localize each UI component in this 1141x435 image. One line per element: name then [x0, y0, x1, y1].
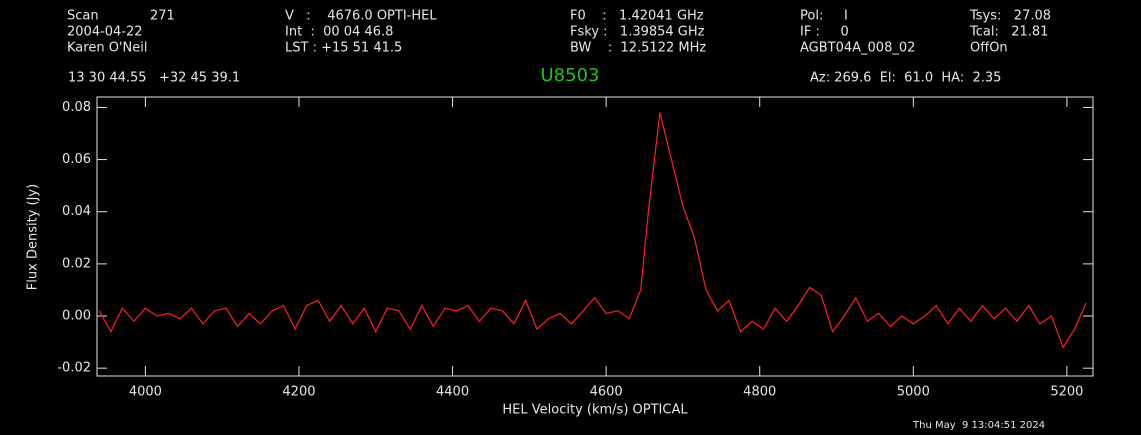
header-field: Fsky : 1.39854 GHz: [570, 25, 705, 40]
x-tick-label: 4400: [436, 385, 469, 400]
x-tick-label: 4800: [743, 385, 776, 400]
y-tick-label: 0.06: [62, 152, 91, 167]
x-tick-label: 4200: [282, 385, 315, 400]
header-field: Tcal: 21.81: [969, 25, 1048, 40]
header-field: V : 4676.0 OPTI-HEL: [285, 9, 437, 24]
header-field: F0 : 1.42041 GHz: [570, 9, 704, 24]
x-tick-label: 4000: [129, 385, 162, 400]
header-field: Tsys: 27.08: [969, 9, 1051, 24]
header-field: LST : +15 51 41.5: [285, 41, 402, 56]
scan-label: Scan: [67, 9, 99, 24]
header-field: AGBT04A_008_02: [800, 41, 915, 56]
spectrum-line: [98, 112, 1087, 349]
x-tick-label: 5200: [1050, 385, 1083, 400]
pointing: Az: 269.6 El: 61.0 HA: 2.35: [810, 71, 1001, 86]
header-field: BW : 12.5122 MHz: [570, 41, 706, 56]
position: 13 30 44.55 +32 45 39.1: [68, 71, 240, 86]
header-field: IF : 0: [800, 25, 849, 40]
y-tick-label: 0.04: [62, 204, 91, 219]
header-field: OffOn: [970, 41, 1008, 56]
x-tick-label: 5000: [897, 385, 930, 400]
y-tick-label: -0.02: [57, 361, 91, 376]
observer: Karen O'Neil: [67, 41, 147, 56]
header-field: Int : 00 04 46.8: [285, 25, 393, 40]
y-tick-label: 0.08: [62, 100, 91, 115]
chart-title: U8503: [541, 65, 600, 86]
x-tick-label: 4600: [590, 385, 623, 400]
y-tick-label: 0.02: [62, 256, 91, 271]
date: 2004-04-22: [67, 25, 143, 40]
timestamp: Thu May 9 13:04:51 2024: [912, 420, 1045, 431]
y-axis-label: Flux Density (Jy): [26, 184, 41, 290]
plot-frame: [96, 96, 1094, 377]
y-tick-label: 0.00: [62, 309, 91, 324]
header-field: Pol: I: [800, 9, 848, 24]
x-axis-label: HEL Velocity (km/s) OPTICAL: [502, 403, 688, 418]
scan-number: 271: [150, 9, 175, 24]
